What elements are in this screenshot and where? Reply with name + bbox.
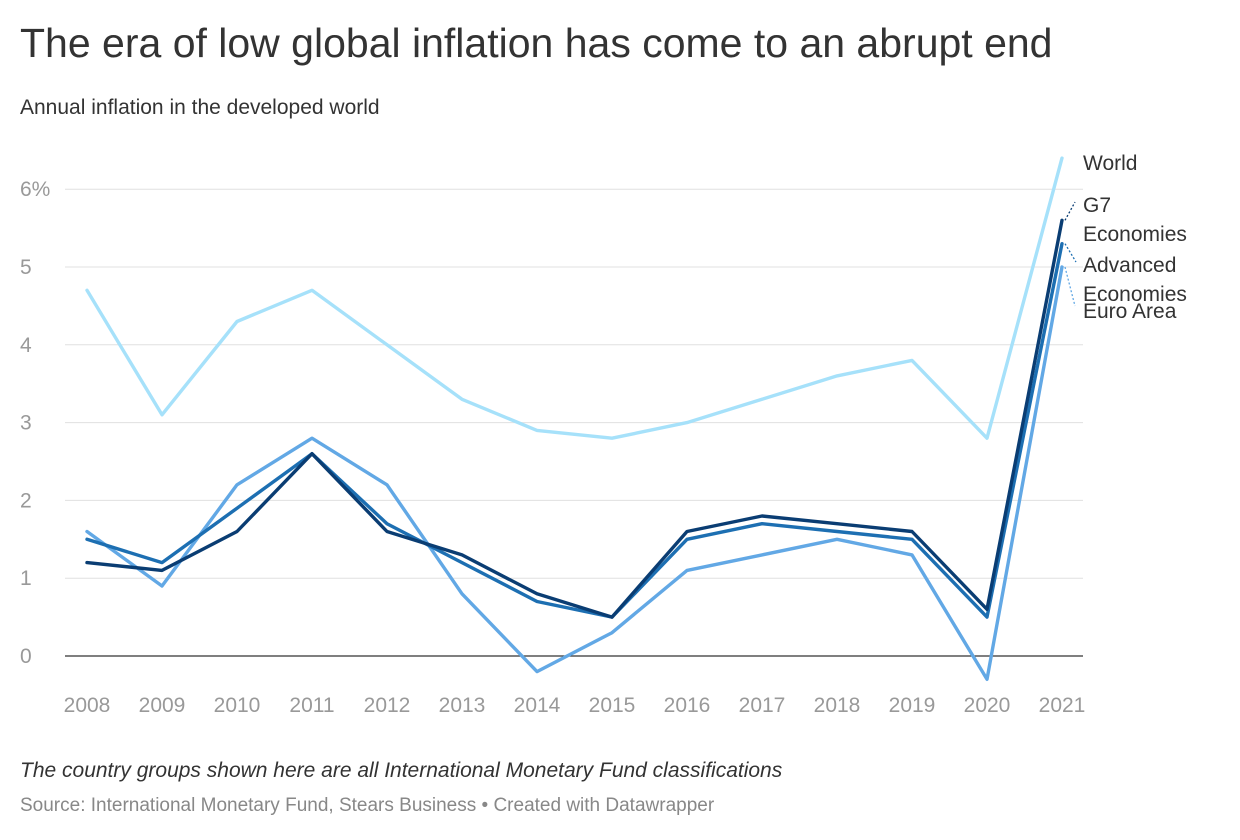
line-chart: 0 1 2 3 4 5 6% 2008 2009 2010 2011 2012 2013 2014 2015…: [20, 152, 1187, 717]
chart-note: The country groups shown here are all In…: [20, 759, 783, 782]
x-tick-label: 2017: [739, 694, 786, 717]
label-connector-g7-economies: [1064, 201, 1076, 221]
x-tick-label: 2020: [964, 694, 1011, 717]
series-label-euro-area: Euro Area: [1083, 300, 1177, 323]
y-tick-label: 4: [20, 334, 32, 357]
y-tick-label: 0: [20, 645, 32, 668]
x-tick-label: 2012: [364, 694, 411, 717]
label-connector-euro-area: [1064, 266, 1076, 307]
x-tick-label: 2021: [1039, 694, 1086, 717]
y-tick-label: 6%: [20, 178, 50, 201]
x-tick-label: 2011: [289, 694, 334, 717]
chart-source: Source: International Monetary Fund, Ste…: [20, 795, 715, 816]
series-label-world: World: [1083, 152, 1137, 175]
x-tick-label: 2015: [589, 694, 636, 717]
chart-title: The era of low global inflation has come…: [20, 20, 1053, 66]
y-tick-label: 3: [20, 412, 32, 435]
chart-subtitle: Annual inflation in the developed world: [20, 96, 380, 119]
x-tick-label: 2009: [139, 694, 186, 717]
series-line-g7-economies: [85, 218, 1064, 619]
x-tick-label: 2010: [214, 694, 261, 717]
label-connector-advanced-economies: [1064, 243, 1077, 263]
series-label-advanced-economies: Advanced Economies: [1083, 254, 1187, 306]
x-tick-label: 2018: [814, 694, 861, 717]
y-tick-label: 5: [20, 256, 32, 279]
series-label-g7-economies: G7 Economies: [1083, 194, 1187, 246]
series-line-world: [85, 156, 1064, 440]
series-line-advanced-economies: [85, 241, 1064, 619]
x-tick-label: 2008: [64, 694, 111, 717]
x-tick-label: 2013: [439, 694, 486, 717]
series-line-euro-area: [85, 265, 1064, 681]
y-tick-label: 1: [20, 567, 32, 590]
x-tick-label: 2019: [889, 694, 936, 717]
y-tick-label: 2: [20, 489, 32, 512]
x-tick-label: 2016: [664, 694, 711, 717]
x-tick-label: 2014: [514, 694, 561, 717]
